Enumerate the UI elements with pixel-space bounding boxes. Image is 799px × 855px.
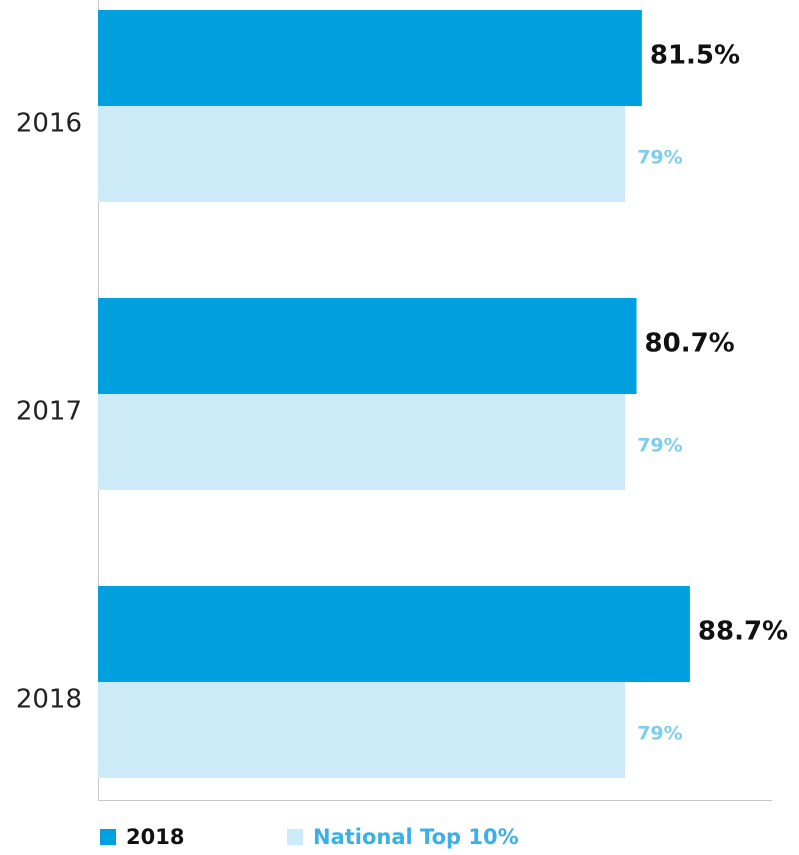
- data-label: 80.7%: [645, 329, 735, 359]
- bar: [98, 106, 626, 202]
- data-label: 88.7%: [698, 617, 788, 647]
- legend-label: 2018: [126, 825, 184, 849]
- data-label: 79%: [637, 723, 682, 745]
- data-label: 79%: [637, 147, 682, 169]
- y-tick-label: 2018: [16, 685, 82, 715]
- bar: [98, 682, 626, 778]
- legend-swatch: [100, 829, 116, 845]
- bar: [98, 298, 637, 394]
- data-label: 81.5%: [650, 41, 740, 71]
- bar: [98, 586, 690, 682]
- y-tick-label: 2016: [16, 109, 82, 139]
- y-tick-label: 2017: [16, 397, 82, 427]
- data-label: 79%: [637, 435, 682, 457]
- legend-label: National Top 10%: [313, 825, 519, 849]
- bar: [98, 394, 626, 490]
- legend-swatch: [287, 829, 303, 845]
- bar: [98, 10, 642, 106]
